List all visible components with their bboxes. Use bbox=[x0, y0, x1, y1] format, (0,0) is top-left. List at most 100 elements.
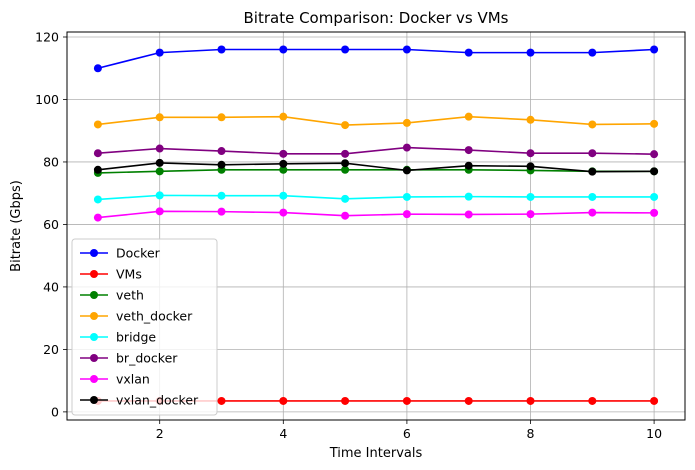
legend-label: Docker bbox=[116, 246, 161, 261]
series-vxlan bbox=[93, 207, 659, 222]
legend-box bbox=[71, 238, 218, 416]
data-point-docker bbox=[341, 45, 350, 54]
series-line-vxlan bbox=[97, 210, 655, 219]
data-point-vxlan-docker bbox=[341, 159, 350, 168]
data-point-vxlan-docker bbox=[217, 160, 226, 169]
y-tick-label: 60 bbox=[43, 217, 59, 232]
legend-swatch-marker bbox=[90, 333, 98, 341]
data-point-vxlan bbox=[402, 210, 411, 219]
data-point-veth bbox=[341, 165, 350, 174]
x-tick-label: 8 bbox=[527, 426, 535, 441]
data-point-docker bbox=[217, 45, 226, 54]
data-point-veth-docker bbox=[341, 121, 350, 130]
data-point-veth-docker bbox=[464, 112, 473, 121]
data-point-vxlan bbox=[217, 207, 226, 216]
data-point-veth-docker bbox=[526, 115, 535, 124]
data-point-docker bbox=[155, 48, 164, 57]
data-point-vxlan bbox=[93, 213, 102, 222]
y-tick-label: 0 bbox=[51, 404, 59, 419]
data-point-vms bbox=[588, 396, 597, 405]
data-point-br-docker bbox=[464, 146, 473, 155]
data-point-vms bbox=[650, 396, 659, 405]
data-point-vxlan bbox=[650, 208, 659, 217]
data-point-vms bbox=[279, 396, 288, 405]
data-point-veth-docker bbox=[155, 113, 164, 122]
data-point-vxlan-docker bbox=[588, 167, 597, 176]
x-tick-label: 10 bbox=[646, 426, 662, 441]
legend-item-bridge: bridge bbox=[80, 330, 156, 345]
series-br-docker bbox=[93, 143, 659, 159]
data-point-veth bbox=[155, 167, 164, 176]
y-tick-label: 100 bbox=[35, 92, 59, 107]
data-point-vxlan-docker bbox=[650, 167, 659, 176]
legend-item-vxlan-docker: vxlan_docker bbox=[80, 393, 199, 408]
data-point-bridge bbox=[341, 194, 350, 203]
legend-item-vms: VMs bbox=[80, 267, 142, 282]
data-point-vms bbox=[402, 396, 411, 405]
x-axis-ticks: 2 4 6 8 10 bbox=[156, 420, 662, 441]
data-point-bridge bbox=[155, 191, 164, 200]
data-point-vms bbox=[217, 396, 226, 405]
data-point-br-docker bbox=[588, 149, 597, 158]
y-tick-label: 120 bbox=[35, 29, 59, 44]
x-tick-label: 4 bbox=[279, 426, 287, 441]
series-veth-docker bbox=[93, 112, 659, 130]
data-point-vxlan-docker bbox=[155, 158, 164, 167]
series-vxlan-docker bbox=[93, 158, 659, 176]
legend-item-br-docker: br_docker bbox=[80, 351, 178, 366]
data-point-vxlan bbox=[464, 210, 473, 219]
data-point-bridge bbox=[93, 195, 102, 204]
series-line-br-docker bbox=[97, 146, 655, 155]
series-line-docker bbox=[97, 48, 655, 70]
data-point-veth-docker bbox=[93, 120, 102, 129]
data-point-veth-docker bbox=[279, 112, 288, 121]
data-point-veth-docker bbox=[588, 120, 597, 129]
data-point-bridge bbox=[279, 191, 288, 200]
legend-label: veth bbox=[116, 288, 144, 303]
y-axis-ticks: 0 20 40 60 80 100 120 bbox=[35, 29, 67, 419]
legend-swatch-marker bbox=[90, 375, 98, 383]
data-point-veth bbox=[279, 165, 288, 174]
series-line-vxlan-docker bbox=[97, 162, 655, 173]
data-point-bridge bbox=[526, 192, 535, 201]
data-point-docker bbox=[526, 48, 535, 57]
chart-title: Bitrate Comparison: Docker vs VMs bbox=[244, 9, 509, 27]
data-point-bridge bbox=[217, 191, 226, 200]
plot-area-frame bbox=[66, 31, 686, 421]
legend-swatch-marker bbox=[90, 312, 98, 320]
data-point-docker bbox=[650, 45, 659, 54]
legend-item-veth-docker: veth_docker bbox=[80, 309, 193, 324]
data-point-vxlan bbox=[526, 210, 535, 219]
legend-swatch-marker bbox=[90, 270, 98, 278]
data-point-bridge bbox=[402, 192, 411, 201]
data-point-br-docker bbox=[279, 149, 288, 158]
legend-label: VMs bbox=[116, 267, 142, 282]
x-axis-label: Time Intervals bbox=[329, 446, 423, 461]
legend-swatch-marker bbox=[90, 396, 98, 404]
data-point-docker bbox=[402, 45, 411, 54]
legend-label: veth_docker bbox=[116, 309, 193, 324]
x-tick-label: 6 bbox=[403, 426, 411, 441]
data-point-br-docker bbox=[155, 144, 164, 153]
data-point-docker bbox=[279, 45, 288, 54]
data-point-bridge bbox=[464, 192, 473, 201]
data-point-vms bbox=[341, 396, 350, 405]
data-point-vxlan-docker bbox=[402, 166, 411, 175]
y-tick-label: 20 bbox=[43, 342, 59, 357]
data-point-docker bbox=[588, 48, 597, 57]
legend-label: vxlan_docker bbox=[116, 393, 199, 408]
legend-swatch-marker bbox=[90, 291, 98, 299]
legend-label: vxlan bbox=[116, 372, 150, 387]
data-point-vms bbox=[464, 396, 473, 405]
data-point-vxlan-docker bbox=[279, 159, 288, 168]
legend-item-veth: veth bbox=[80, 288, 144, 303]
series-docker bbox=[93, 45, 659, 73]
data-point-br-docker bbox=[217, 147, 226, 156]
legend-swatch-marker bbox=[90, 354, 98, 362]
legend-item-vxlan: vxlan bbox=[80, 372, 150, 387]
series-line-veth-docker bbox=[97, 115, 655, 126]
data-point-br-docker bbox=[526, 149, 535, 158]
data-point-vxlan bbox=[588, 208, 597, 217]
